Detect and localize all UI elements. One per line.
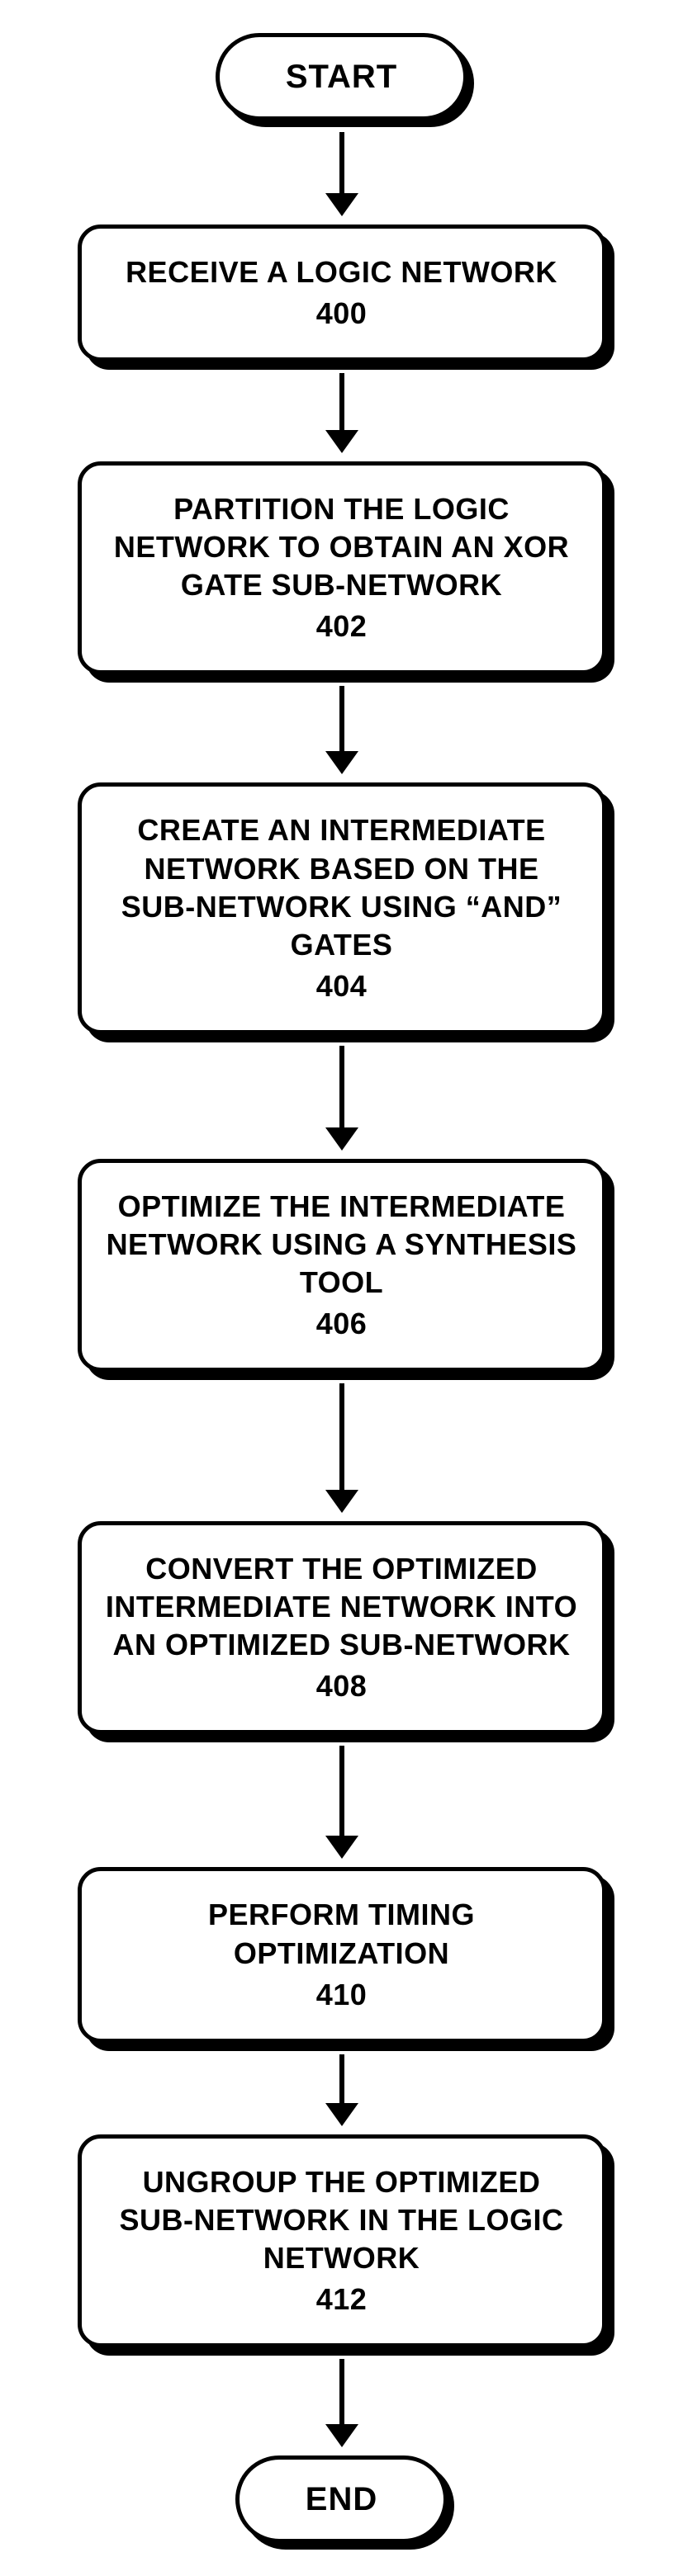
arrow-after-412 [78, 2359, 606, 2447]
arrow-head-icon [325, 751, 358, 774]
process-number: 404 [103, 967, 581, 1005]
arrow-shaft [339, 2359, 344, 2425]
arrow-after-408 [78, 1746, 606, 1859]
process-box: OPTIMIZE THE INTERMEDIATE NETWORK USING … [78, 1159, 606, 1372]
arrow-shaft [339, 1046, 344, 1128]
process-number: 412 [103, 2281, 581, 2318]
arrow-after-400 [78, 373, 606, 453]
end-terminal: END [235, 2455, 448, 2543]
arrow-start-0 [325, 132, 358, 216]
process-number: 400 [103, 295, 581, 333]
process-step-400: RECEIVE A LOGIC NETWORK 400 [78, 225, 606, 362]
process-text: CONVERT THE OPTIMIZED INTERMEDIATE NETWO… [106, 1552, 577, 1661]
process-box: RECEIVE A LOGIC NETWORK 400 [78, 225, 606, 362]
end-label: END [235, 2455, 448, 2543]
process-number: 402 [103, 607, 581, 645]
process-box: PARTITION THE LOGIC NETWORK TO OBTAIN AN… [78, 461, 606, 674]
process-text: OPTIMIZE THE INTERMEDIATE NETWORK USING … [107, 1189, 577, 1299]
arrow-head-icon [325, 430, 358, 453]
process-step-410: PERFORM TIMING OPTIMIZATION 410 [78, 1867, 606, 2042]
flowchart-container: START RECEIVE A LOGIC NETWORK 400 PARTITIO… [61, 33, 623, 2543]
arrow-head-icon [325, 1127, 358, 1151]
process-box: PERFORM TIMING OPTIMIZATION 410 [78, 1867, 606, 2042]
arrow-after-406 [78, 1383, 606, 1513]
process-step-404: CREATE AN INTERMEDIATE NETWORK BASED ON … [78, 782, 606, 1033]
process-text: UNGROUP THE OPTIMIZED SUB-NETWORK IN THE… [120, 2165, 564, 2275]
process-text: RECEIVE A LOGIC NETWORK [126, 255, 557, 289]
process-number: 406 [103, 1305, 581, 1343]
arrow-after-410 [78, 2054, 606, 2126]
arrow-after-404 [78, 1046, 606, 1151]
process-box: CREATE AN INTERMEDIATE NETWORK BASED ON … [78, 782, 606, 1033]
process-text: CREATE AN INTERMEDIATE NETWORK BASED ON … [121, 813, 562, 961]
arrow-shaft [339, 2054, 344, 2104]
arrow-shaft [339, 132, 344, 194]
arrow-head-icon [325, 1490, 358, 1513]
arrow-head-icon [325, 193, 358, 216]
process-number: 408 [103, 1667, 581, 1705]
arrow-head-icon [325, 1836, 358, 1859]
process-step-408: CONVERT THE OPTIMIZED INTERMEDIATE NETWO… [78, 1521, 606, 1734]
process-text: PERFORM TIMING OPTIMIZATION [208, 1898, 475, 1969]
arrow-shaft [339, 686, 344, 752]
process-number: 410 [103, 1976, 581, 2014]
arrow-head-icon [325, 2103, 358, 2126]
arrow-after-402 [78, 686, 606, 774]
process-box: UNGROUP THE OPTIMIZED SUB-NETWORK IN THE… [78, 2134, 606, 2347]
arrow-head-icon [325, 2424, 358, 2447]
start-label: START [216, 33, 467, 121]
steps-list: RECEIVE A LOGIC NETWORK 400 PARTITION THE … [78, 225, 606, 2455]
process-step-402: PARTITION THE LOGIC NETWORK TO OBTAIN AN… [78, 461, 606, 674]
arrow-shaft [339, 373, 344, 431]
arrow-shaft [339, 1746, 344, 1836]
start-terminal: START [216, 33, 467, 121]
process-text: PARTITION THE LOGIC NETWORK TO OBTAIN AN… [114, 492, 569, 602]
process-step-412: UNGROUP THE OPTIMIZED SUB-NETWORK IN THE… [78, 2134, 606, 2347]
process-box: CONVERT THE OPTIMIZED INTERMEDIATE NETWO… [78, 1521, 606, 1734]
process-step-406: OPTIMIZE THE INTERMEDIATE NETWORK USING … [78, 1159, 606, 1372]
arrow-shaft [339, 1383, 344, 1491]
